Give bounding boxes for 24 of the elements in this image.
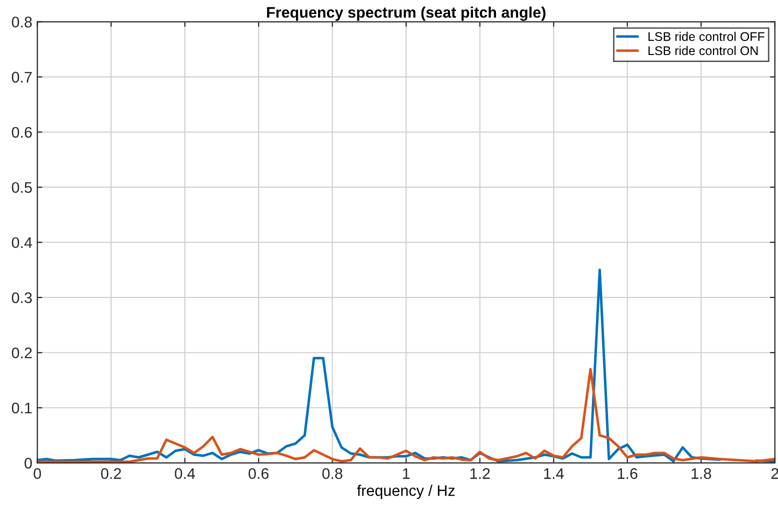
- legend-label: LSB ride control OFF: [648, 32, 764, 41]
- x-tick-label: 2: [771, 468, 778, 479]
- y-tick-label: 0.4: [12, 237, 32, 248]
- y-tick-label: 0.7: [12, 72, 32, 83]
- x-tick-label: 1: [403, 468, 410, 479]
- x-axis-title: frequency / Hz: [357, 484, 455, 500]
- x-tick-label: 1.2: [470, 468, 490, 479]
- x-tick-label: 0.6: [248, 468, 269, 479]
- x-tick-label: 1.4: [544, 468, 564, 479]
- y-tick-label: 0.3: [12, 292, 32, 304]
- x-tick-label: 0: [34, 468, 41, 479]
- y-tick-label: 0.1: [12, 402, 32, 414]
- chart-title: Frequency spectrum (seat pitch angle): [267, 6, 546, 21]
- y-tick-label: 0.2: [12, 347, 32, 358]
- y-tick-label: 0: [24, 458, 32, 469]
- legend-label: LSB ride control ON: [648, 46, 758, 56]
- y-tick-label: 0.5: [12, 182, 32, 193]
- x-tick-label: 0.4: [174, 468, 196, 479]
- x-tick-label: 0.2: [101, 468, 121, 479]
- x-tick-label: 1.8: [692, 468, 712, 479]
- y-tick-label: 0.8: [12, 16, 32, 28]
- x-tick-label: 0.8: [322, 468, 342, 479]
- x-tick-label: 1.6: [618, 468, 638, 479]
- y-tick-label: 0.6: [12, 126, 32, 138]
